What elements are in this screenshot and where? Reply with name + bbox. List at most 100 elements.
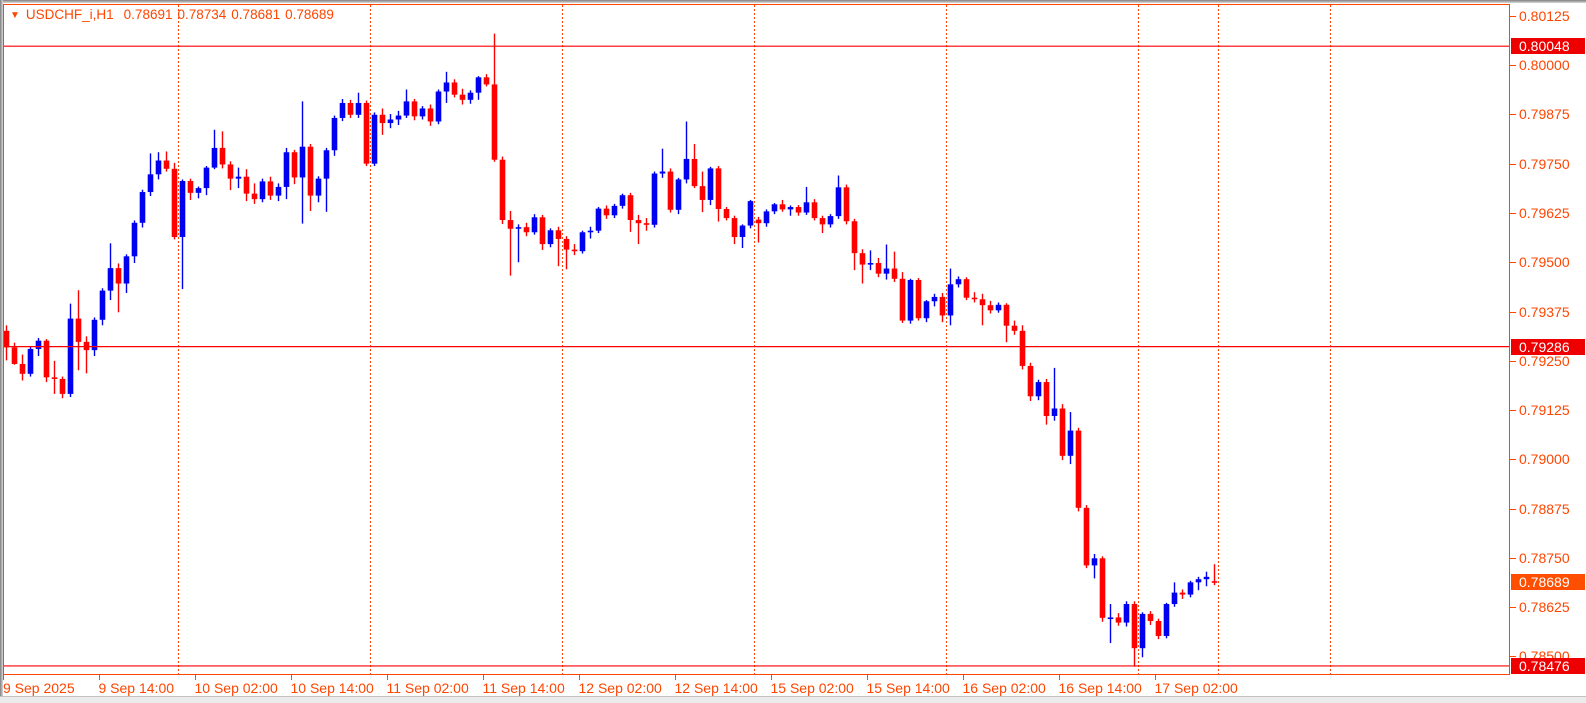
candle-body	[27, 348, 34, 374]
candle-body	[995, 304, 1002, 311]
candle-body	[211, 147, 218, 168]
candle-body	[899, 278, 906, 321]
candle-body	[419, 108, 426, 117]
price-axis[interactable]: 0.80125 0.80000 0.79875 0.79750 0.79625 0.795…	[1509, 0, 1586, 675]
price-tick	[1509, 557, 1516, 559]
candle-body	[923, 301, 930, 319]
time-tick	[386, 675, 388, 680]
price-tick	[1509, 410, 1516, 412]
candle-body	[867, 263, 874, 265]
candle-body	[963, 279, 970, 298]
candle-body	[747, 201, 754, 226]
candle-body	[979, 299, 986, 306]
candle-body	[51, 377, 58, 379]
candle-body	[763, 211, 770, 224]
candle-body	[107, 268, 114, 291]
candle-body	[1179, 592, 1186, 595]
time-tick	[770, 675, 772, 680]
time-tick-label: 12 Sep 14:00	[674, 680, 758, 696]
price-tick	[1509, 508, 1516, 510]
candle-body	[651, 173, 658, 225]
candle-body	[987, 305, 994, 311]
time-axis[interactable]: 9 Sep 2025 9 Sep 14:00 10 Sep 02:00 10 Sep …	[3, 674, 1510, 696]
candle-body	[915, 279, 922, 319]
candle-body	[75, 318, 82, 342]
candlestick-canvas[interactable]	[3, 4, 1510, 675]
candle-body	[643, 223, 650, 225]
price-tick	[1509, 360, 1516, 362]
time-tick	[3, 675, 4, 680]
chart-plot-area[interactable]	[3, 4, 1510, 675]
candle-body	[187, 181, 194, 193]
candle-body	[315, 178, 322, 196]
candle-body	[971, 297, 978, 300]
candle-body	[59, 378, 66, 394]
candle-body	[235, 176, 242, 179]
time-tick-label: 16 Sep 14:00	[1058, 680, 1142, 696]
window-top-edge	[0, 0, 1586, 3]
candle-body	[835, 187, 842, 217]
candle-body	[179, 181, 186, 237]
candle-body	[947, 284, 954, 316]
candle-body	[699, 186, 706, 200]
candle-body	[795, 207, 802, 213]
chart-title: ▼ USDCHF_i,H1 0.78691 0.78734 0.78681 0.78689	[10, 7, 339, 22]
candle-body	[347, 102, 354, 115]
candle-body	[259, 181, 266, 200]
candle-body	[379, 114, 386, 124]
window-bottom-bar	[0, 696, 1586, 703]
candle-body	[803, 202, 810, 213]
candle-body	[707, 168, 714, 200]
price-tick-label: 0.79875	[1519, 106, 1570, 123]
time-tick	[866, 675, 868, 680]
price-tick	[1509, 15, 1516, 17]
candle-body	[19, 363, 26, 374]
price-tick	[1509, 65, 1516, 67]
candle-body	[67, 318, 74, 394]
candle-body	[891, 268, 898, 279]
candle-body	[715, 168, 722, 210]
price-tick-label: 0.79125	[1519, 402, 1570, 419]
symbol-marker-icon: ▼	[10, 10, 20, 21]
candle-body	[307, 146, 314, 196]
time-tick-label: 11 Sep 14:00	[482, 680, 565, 696]
candle-body	[955, 279, 962, 285]
candle-body	[883, 268, 890, 274]
candle-body	[1211, 581, 1218, 583]
candle-body	[507, 220, 514, 229]
candle-body	[283, 152, 290, 187]
candle-body	[691, 158, 698, 187]
time-tick-label: 9 Sep 2025	[3, 680, 75, 696]
ohlc-high: 0.78734	[177, 7, 227, 22]
candle-body	[115, 268, 122, 284]
candle-body	[203, 167, 210, 189]
candle-body	[1195, 579, 1202, 583]
candle-body	[1051, 408, 1058, 416]
candle-body	[443, 82, 450, 92]
candle-body	[123, 256, 130, 284]
price-tick	[1509, 262, 1516, 264]
price-tick	[1509, 311, 1516, 313]
candle-body	[931, 296, 938, 302]
price-tick	[1509, 656, 1516, 658]
candle-body	[1019, 330, 1026, 366]
candle-body	[267, 181, 274, 196]
candle-body	[3, 330, 10, 348]
candle-body	[163, 160, 170, 169]
candle-body	[1059, 408, 1066, 456]
candle-body	[555, 230, 562, 239]
chart-symbol-period: USDCHF_i,H1	[25, 7, 114, 22]
price-tick-label: 0.79750	[1519, 155, 1570, 172]
time-tick	[290, 675, 292, 680]
price-tick-label: 0.78750	[1519, 549, 1570, 566]
candle-body	[843, 187, 850, 222]
candle-body	[1091, 558, 1098, 566]
candle-body	[491, 84, 498, 160]
candle-body	[667, 171, 674, 210]
price-tick	[1509, 212, 1516, 214]
price-tick-label: 0.78625	[1519, 599, 1570, 616]
candle-body	[659, 171, 666, 174]
candle-body	[1115, 617, 1122, 623]
candle-body	[483, 77, 490, 85]
